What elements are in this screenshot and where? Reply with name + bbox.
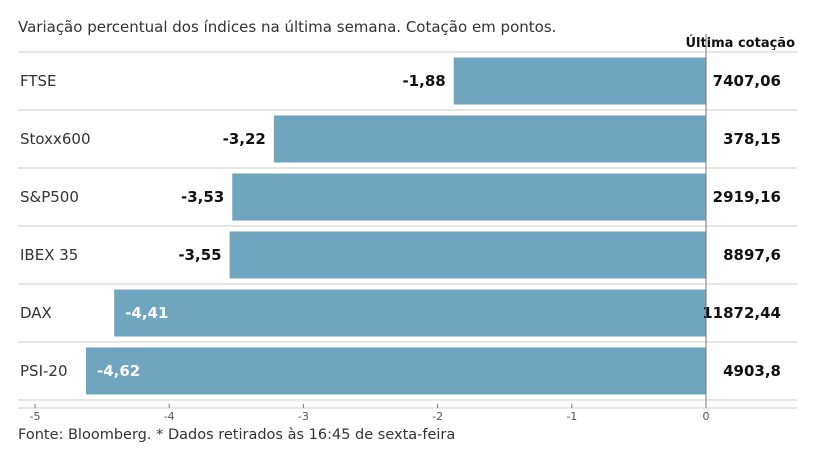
bar-psi-20: [85, 347, 707, 395]
last-quote-value: 7407,06: [713, 72, 781, 90]
bar-s-p500: [232, 173, 707, 221]
value-label: -1,88: [402, 72, 445, 90]
bar-ftse: [453, 57, 706, 105]
x-tick-label: -2: [432, 410, 443, 423]
last-quote-value: 378,15: [723, 130, 781, 148]
last-quote-value: 11872,44: [702, 304, 781, 322]
value-label: -3,55: [178, 246, 221, 264]
bar-stoxx600: [273, 115, 706, 163]
category-label: PSI-20: [20, 362, 68, 380]
value-label: -3,53: [181, 188, 224, 206]
bar-dax: [114, 289, 707, 337]
last-quote-header: Última cotação: [685, 35, 795, 51]
x-tick-label: -1: [566, 410, 577, 423]
source-note: Fonte: Bloomberg. * Dados retirados às 1…: [18, 427, 456, 443]
last-quote-value: 2919,16: [713, 188, 781, 206]
category-label: FTSE: [20, 72, 57, 90]
category-label: Stoxx600: [20, 130, 91, 148]
bar-chart: Última cotação FTSE -1,88 7407,06 Stoxx600 -3…: [18, 34, 797, 423]
x-tick-label: 0: [703, 410, 710, 423]
value-label: -4,62: [97, 362, 140, 380]
value-label: -4,41: [125, 304, 168, 322]
bar-ibex-35: [229, 231, 706, 279]
last-quote-value: 4903,8: [723, 362, 781, 380]
last-quote-value: 8897,6: [723, 246, 781, 264]
category-label: S&P500: [20, 188, 79, 206]
x-tick-label: -3: [298, 410, 309, 423]
category-label: IBEX 35: [20, 246, 78, 264]
x-tick-label: -5: [30, 410, 41, 423]
value-label: -3,22: [223, 130, 266, 148]
x-tick-label: -4: [164, 410, 175, 423]
chart-subtitle: Variação percentual dos índices na últim…: [18, 18, 557, 36]
category-label: DAX: [20, 304, 52, 322]
